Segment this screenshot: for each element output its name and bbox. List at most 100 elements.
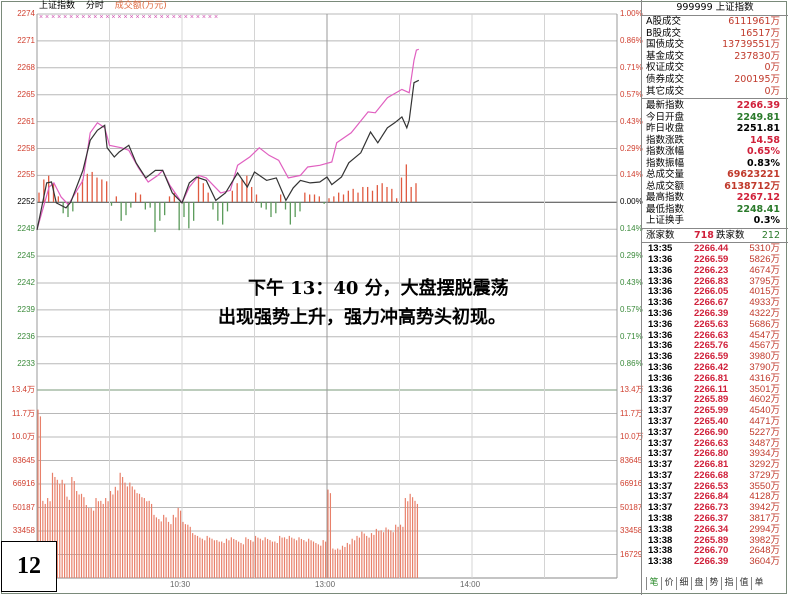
price-tick-label: 2236 xyxy=(17,331,35,341)
stat-value: 2267.12 xyxy=(736,192,780,204)
intraday-chart[interactable] xyxy=(0,0,640,595)
annotation-line-2: 出现强势上升，强力冲高势头初现。 xyxy=(218,307,506,328)
row-label: 权证成交 xyxy=(646,62,685,74)
slide-number: 12 xyxy=(1,541,57,592)
price-tick-label: 2271 xyxy=(17,35,35,45)
volume-tick-label: 33458 xyxy=(12,526,35,535)
tick-amount: 4602万 xyxy=(749,394,780,406)
mode-label[interactable]: 分时 xyxy=(85,1,104,11)
tick-row: 13:36 2266.59 3980万 xyxy=(642,351,788,363)
tick-price: 2266.83 xyxy=(694,275,729,287)
tick-amount: 3292万 xyxy=(749,459,780,471)
time-tick-label: 10:30 xyxy=(170,580,191,589)
tick-amount: 4316万 xyxy=(749,372,780,384)
tick-time: 13:36 xyxy=(648,275,673,287)
tick-list[interactable]: 13:35 2266.44 5310万 13:36 2266.59 5826万 13:36 2… xyxy=(642,243,788,568)
tick-price: 2266.42 xyxy=(694,361,729,373)
tick-amount: 3604万 xyxy=(749,556,780,568)
panel-tab[interactable]: 值 xyxy=(736,577,751,590)
tick-amount: 2648万 xyxy=(749,545,780,557)
pct-tick-label: 0.86% xyxy=(620,358,643,368)
up-count-label: 涨家数 xyxy=(646,229,675,241)
tick-amount: 3980万 xyxy=(749,351,780,363)
row-label: 基金成交 xyxy=(646,50,685,62)
tick-price: 2266.81 xyxy=(694,459,729,471)
tick-amount: 5686万 xyxy=(749,318,780,330)
stat-value: 2248.41 xyxy=(736,203,780,215)
panel-tab[interactable]: 单 xyxy=(751,577,766,590)
pct-tick-label: 0.86% xyxy=(620,35,643,45)
tick-row: 13:36 2266.23 4674万 xyxy=(642,265,788,277)
tick-row: 13:36 2266.67 4933万 xyxy=(642,297,788,309)
average-price-line xyxy=(36,48,419,230)
tick-amount: 4128万 xyxy=(749,491,780,503)
tick-row: 13:38 2266.39 3604万 xyxy=(642,556,788,568)
price-tick-label: 2249 xyxy=(17,224,35,234)
price-tick-label: 2252 xyxy=(17,197,35,207)
chart-header: 上证指数 分时 成交额(万元) xyxy=(39,1,175,12)
pct-tick-label: 0.57% xyxy=(620,89,643,99)
panel-tab[interactable]: 细 xyxy=(676,577,691,590)
tick-row: 13:38 2266.70 2648万 xyxy=(642,546,788,557)
stat-row: 总成交量 69623221 xyxy=(642,169,788,181)
tick-amount: 3501万 xyxy=(749,383,780,395)
tick-price: 2265.89 xyxy=(694,534,729,546)
pct-tick-label: 0.00% xyxy=(620,197,643,207)
row-label: 国债成交 xyxy=(646,39,685,51)
panel-tab[interactable]: 盘 xyxy=(691,577,706,590)
stat-row: 上证换手 0.3% xyxy=(642,215,788,227)
tick-amount: 4015万 xyxy=(749,286,780,298)
tick-amount: 5227万 xyxy=(749,426,780,438)
stat-value: 0.3% xyxy=(753,215,780,227)
down-count: 212 xyxy=(761,229,780,241)
stat-label: 最新指数 xyxy=(646,100,685,112)
pct-tick-label: 0.29% xyxy=(620,143,643,153)
pct-tick-label: 0.71% xyxy=(620,62,643,72)
stat-row: 指数涨幅 0.65% xyxy=(642,146,788,158)
tick-price: 2266.84 xyxy=(694,491,729,503)
tick-row: 13:36 2265.76 4567万 xyxy=(642,341,788,352)
volume-tick-label: 66916 xyxy=(620,479,643,488)
tick-time: 13:37 xyxy=(648,502,673,514)
tick-time: 13:37 xyxy=(648,405,673,417)
panel-tabs: 笔价细盘势指值单 xyxy=(646,577,766,590)
volume-row: A股成交 6111961万 xyxy=(642,16,788,28)
panel-tab[interactable]: 价 xyxy=(661,577,676,590)
price-tick-label: 2274 xyxy=(17,9,35,18)
pct-tick-label: 0.29% xyxy=(620,251,643,261)
index-price-line xyxy=(36,79,420,231)
tick-price: 2266.59 xyxy=(694,253,729,265)
tick-time: 13:36 xyxy=(648,351,673,363)
tick-time: 13:38 xyxy=(648,545,673,557)
row-value: 237830万 xyxy=(734,50,780,62)
tick-price: 2266.44 xyxy=(694,243,729,255)
price-tick-label: 2239 xyxy=(17,304,35,314)
tick-row: 13:36 2266.59 5826万 xyxy=(642,253,788,266)
tick-time: 13:36 xyxy=(648,361,673,373)
tick-row: 13:35 2266.44 5310万 xyxy=(642,243,788,255)
price-tick-label: 2258 xyxy=(17,143,35,153)
tick-time: 13:36 xyxy=(648,253,673,265)
row-value: 200195万 xyxy=(734,73,780,85)
price-tick-label: 2242 xyxy=(17,278,35,287)
panel-header: 999999 上证指数 xyxy=(642,0,788,16)
divider xyxy=(642,227,788,229)
price-tick-label: 2255 xyxy=(17,170,35,180)
volume-tick-label: 50187 xyxy=(12,502,35,512)
tick-row: 13:37 2266.53 3550万 xyxy=(642,481,788,493)
stat-value: 14.58 xyxy=(749,134,780,146)
volume-row: 其它成交 0万 xyxy=(642,86,788,98)
panel-tab[interactable]: 势 xyxy=(706,577,721,590)
down-count-label: 跌家数 xyxy=(716,229,745,241)
divider xyxy=(642,98,788,100)
panel-tab[interactable]: 笔 xyxy=(646,577,661,590)
pct-tick-label: 0.43% xyxy=(620,278,643,287)
metric-label[interactable]: 成交额(万元) xyxy=(114,1,167,11)
tick-amount: 2994万 xyxy=(749,523,780,535)
panel-tab[interactable]: 指 xyxy=(721,577,736,590)
volume-tick-label: 16729 xyxy=(620,549,643,559)
row-label: 其它成交 xyxy=(646,85,685,97)
stat-row: 最新指数 2266.39 xyxy=(642,100,788,112)
tick-row: 13:36 2266.11 3501万 xyxy=(642,383,788,396)
